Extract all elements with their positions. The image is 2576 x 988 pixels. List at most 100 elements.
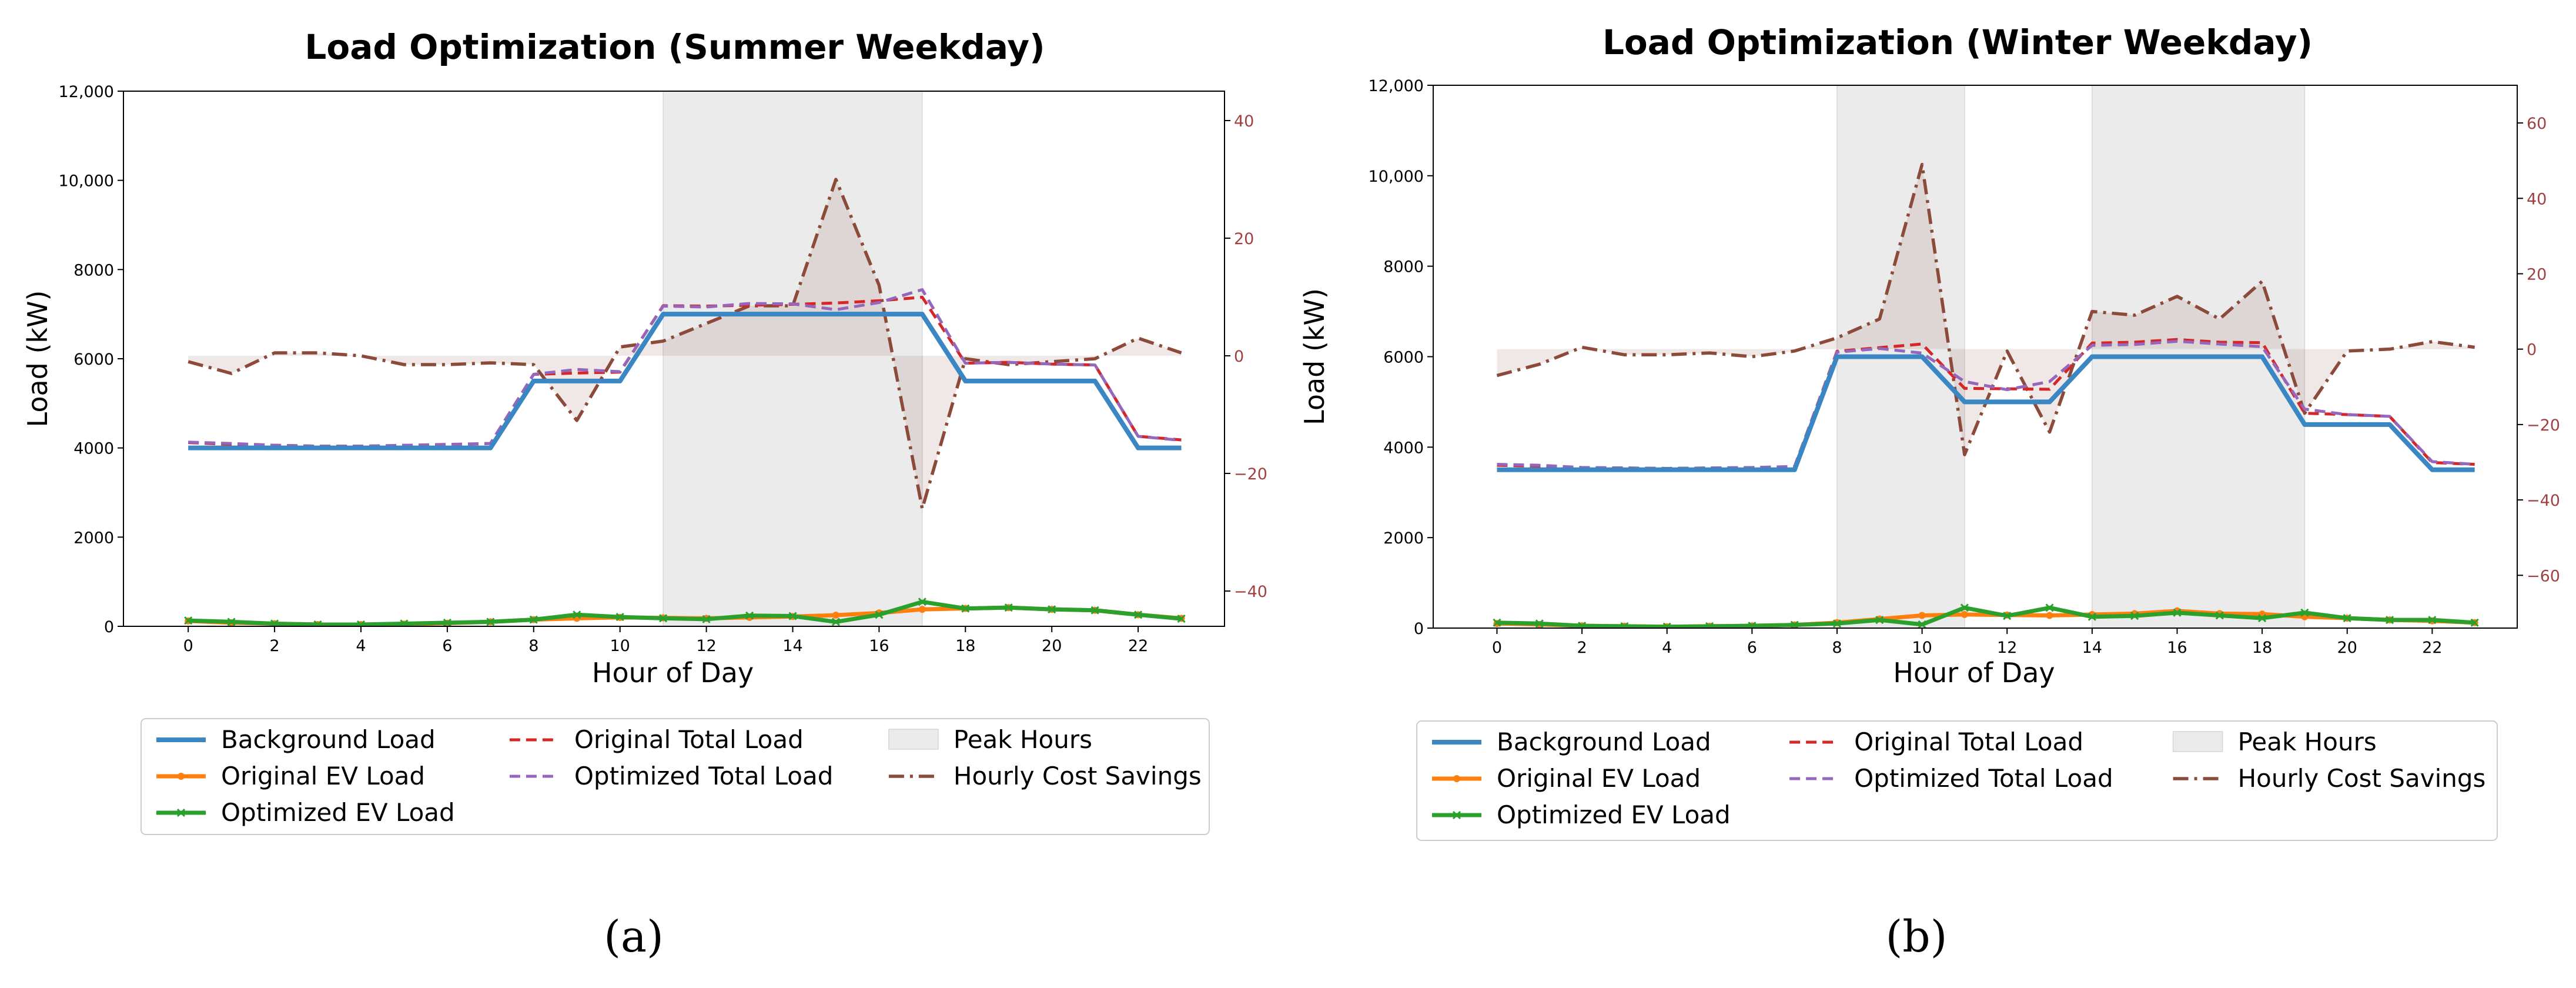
- optimized-ev-point: [227, 618, 236, 626]
- original-ev-point: [1918, 612, 1926, 619]
- y2-tick-label: 0: [2527, 341, 2537, 359]
- optimized-ev-point: [2003, 612, 2012, 620]
- x-tick-label: 2: [1577, 639, 1587, 657]
- x-tick-label: 4: [1662, 639, 1672, 657]
- optimized-ev-point: [2300, 608, 2309, 617]
- plot-area: [184, 178, 1186, 626]
- optimized-ev-point: [2045, 603, 2054, 612]
- optimized-ev-point: [486, 618, 495, 626]
- optimized-ev-point: [615, 613, 624, 622]
- y-tick-label: 4000: [73, 440, 114, 458]
- background-line: [188, 312, 1182, 450]
- x-tick-label: 6: [442, 637, 452, 655]
- y-tick-label: 8000: [1383, 258, 1424, 276]
- optimized-ev-point: [1620, 622, 1629, 628]
- legend-marker-optimized-ev: [176, 808, 186, 817]
- original-total-line: [1497, 338, 2475, 470]
- chart-title: Load Optimization (Summer Weekday): [305, 27, 1045, 67]
- optimized-ev-point: [659, 614, 668, 623]
- legend-label: Optimized EV Load: [1497, 800, 1731, 829]
- optimized-ev-point: [1960, 603, 1969, 612]
- optimized-ev-point: [2470, 618, 2479, 627]
- original-ev-point: [918, 606, 926, 613]
- legend-label: Original EV Load: [1497, 764, 1701, 793]
- y-tick-label: 10,000: [59, 172, 114, 191]
- legend-box: [1416, 720, 2498, 841]
- panel-label: (b): [1885, 912, 1947, 962]
- optimized-ev-point: [1662, 622, 1671, 628]
- legend-marker-original-ev: [1453, 775, 1460, 782]
- optimized-ev-point: [745, 611, 754, 620]
- legend-label: Original Total Load: [1854, 727, 2083, 756]
- optimized-ev-point: [2215, 611, 2224, 620]
- x-tick-label: 10: [610, 637, 630, 655]
- cost-savings-fill: [1497, 164, 2475, 455]
- optimized-ev-point: [2258, 614, 2267, 623]
- y-tick-label: 8000: [73, 261, 114, 279]
- y2-tick-label: 0: [1234, 348, 1244, 366]
- legend-handle-peak-hours: [2172, 731, 2223, 752]
- peak-hours-band-0: [663, 91, 923, 627]
- x-axis-label: Hour of Day: [592, 657, 754, 689]
- y2-tick-label: −60: [2527, 567, 2560, 585]
- y-tick-label: 6000: [73, 351, 114, 369]
- optimized-ev-point: [1493, 618, 1501, 627]
- x-tick-label: 0: [183, 637, 193, 655]
- optimized-ev-point: [961, 604, 970, 613]
- optimized-ev-point: [2130, 612, 2139, 620]
- legend-label: Background Load: [221, 725, 436, 754]
- optimized-ev-point: [831, 618, 841, 626]
- x-tick-label: 2: [269, 637, 279, 655]
- y-tick-label: 10,000: [1369, 168, 1424, 186]
- x-tick-label: 6: [1747, 639, 1757, 657]
- optimized-ev-point: [702, 615, 711, 623]
- legend-marker-optimized-ev: [1452, 810, 1461, 820]
- optimized-ev-line: [188, 599, 1182, 626]
- legend-marker-original-ev: [178, 773, 185, 780]
- y2-tick-label: 60: [2527, 115, 2547, 133]
- legend-label: Optimized EV Load: [221, 798, 455, 827]
- optimized-ev-point: [443, 618, 451, 626]
- x-tick-label: 18: [955, 637, 975, 655]
- optimized-ev-point: [1578, 622, 1587, 628]
- x-tick-label: 16: [2167, 639, 2187, 657]
- panel-label: (a): [604, 912, 664, 962]
- optimized-ev-point: [573, 610, 581, 619]
- x-tick-label: 10: [1912, 639, 1932, 657]
- optimized-ev-point: [2087, 612, 2096, 621]
- optimized-ev-point: [875, 610, 884, 619]
- chart-summer: 0 2 4 6 8 10 12 14 16 18 20 22 0 2000 4000 6000 8000 10,0…: [22, 27, 1267, 962]
- optimized-ev-point: [2343, 614, 2351, 623]
- y2-tick-label: 40: [1234, 112, 1254, 131]
- y2-tick-label: −20: [1234, 465, 1267, 483]
- optimized-ev-point: [1790, 620, 1799, 628]
- optimized-ev-point: [918, 598, 926, 606]
- y-tick-label: 4000: [1383, 439, 1424, 457]
- x-tick-label: 14: [2082, 639, 2102, 657]
- y-tick-label: 12,000: [59, 83, 114, 101]
- optimized-ev-point: [1832, 619, 1842, 628]
- original-ev-point: [2046, 612, 2053, 619]
- x-tick-label: 20: [1042, 637, 1062, 655]
- legend-label: Optimized Total Load: [574, 762, 834, 790]
- optimized-ev-point: [529, 615, 538, 624]
- y2-tick-label: −40: [2527, 492, 2560, 510]
- optimized-ev-point: [1134, 610, 1143, 619]
- legend-label: Peak Hours: [954, 725, 1092, 754]
- optimized-ev-point: [788, 612, 797, 620]
- y2-tick-label: −40: [1234, 583, 1267, 601]
- x-tick-label: 8: [528, 637, 538, 655]
- chart-winter: 0 2 4 6 8 10 12 14 16 18 20 22 0 2000 4000 6000 8000 10,0…: [1299, 22, 2560, 962]
- legend-handle-peak-hours: [888, 729, 939, 750]
- chart-title: Load Optimization (Winter Weekday): [1603, 22, 2313, 62]
- y-tick-label: 12,000: [1369, 77, 1424, 95]
- optimized-ev-point: [1535, 619, 1544, 628]
- legend-label: Peak Hours: [2238, 727, 2377, 756]
- optimized-ev-point: [1048, 605, 1056, 614]
- original-ev-point: [1961, 610, 1968, 618]
- optimized-ev-point: [1875, 616, 1884, 625]
- legend-label: Optimized Total Load: [1854, 764, 2113, 793]
- optimized-ev-point: [184, 616, 193, 625]
- y2-tick-label: −20: [2527, 416, 2560, 435]
